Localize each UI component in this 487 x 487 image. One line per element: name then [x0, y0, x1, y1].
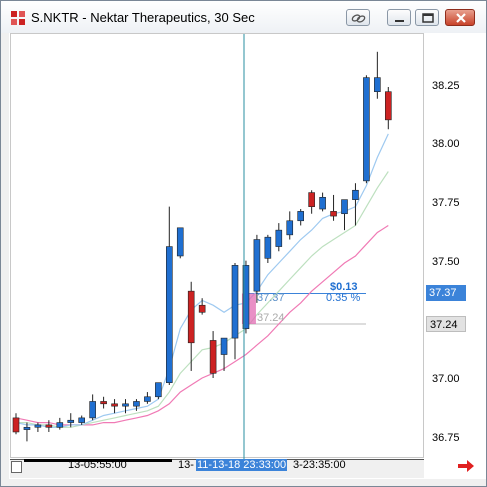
candle-body	[231, 265, 239, 339]
candle-body	[78, 417, 85, 423]
x-tick-label: 3-23:35:00	[293, 459, 346, 471]
link-icon	[351, 14, 366, 23]
candle-body	[56, 422, 64, 428]
candle-body	[12, 417, 20, 433]
x-tick-label: 13-	[178, 459, 194, 471]
candle-body	[253, 239, 261, 292]
y-tick-label: 37.50	[432, 256, 460, 268]
crosshair-time-label: 11-13-18 23:33:00	[196, 459, 288, 471]
app-icon	[11, 11, 25, 25]
scroll-right-arrow-icon[interactable]	[455, 458, 477, 474]
price-chart[interactable]	[10, 33, 425, 459]
minimize-button[interactable]	[387, 9, 411, 26]
candlestick-chart[interactable]	[11, 34, 425, 459]
candle-body	[242, 265, 250, 330]
candle-body	[384, 91, 392, 121]
candle-body	[155, 382, 162, 398]
x-tick-label: 13-05:55:00	[68, 459, 127, 471]
maximize-icon	[422, 13, 434, 23]
candle-body	[308, 192, 315, 207]
candle-body	[374, 77, 381, 92]
candle-body	[264, 236, 272, 259]
candle-body	[352, 189, 359, 200]
candle-body	[23, 426, 31, 430]
y-tick-label: 38.00	[432, 138, 460, 150]
y-tick-label: 36.75	[432, 432, 460, 444]
current-price-tag: 37.37	[426, 285, 466, 301]
reference-price-label: 37.24	[257, 312, 285, 324]
scroll-bar[interactable]	[24, 459, 172, 462]
candle-body	[341, 199, 348, 215]
candle-body	[198, 304, 206, 313]
close-icon	[456, 13, 466, 23]
candle-body	[275, 229, 283, 247]
candle-body	[122, 403, 129, 407]
moving-average-mid	[16, 171, 389, 428]
link-button[interactable]	[346, 9, 370, 26]
candle-body	[220, 337, 228, 355]
reference-price-tag: 37.24	[426, 316, 466, 332]
close-button[interactable]	[445, 9, 475, 26]
candle-body	[67, 419, 75, 423]
y-tick-label: 37.75	[432, 197, 460, 209]
candle-body	[297, 211, 305, 222]
candle-body	[45, 424, 53, 428]
candle-body	[176, 227, 184, 257]
candle-body	[111, 403, 118, 407]
y-tick-label: 37.00	[432, 373, 460, 385]
candle-body	[363, 77, 370, 182]
title-bar[interactable]: S.NKTR - Nektar Therapeutics, 30 Sec	[1, 1, 486, 33]
minimize-icon	[395, 20, 404, 22]
change-dollar-label: $0.13	[330, 281, 358, 293]
candle-body	[330, 211, 337, 217]
candle-body	[286, 220, 294, 236]
window-title: S.NKTR - Nektar Therapeutics, 30 Sec	[31, 10, 255, 25]
candle-body	[133, 401, 140, 407]
candle-body	[34, 424, 42, 428]
candle-body	[89, 401, 96, 419]
candle-body	[209, 340, 217, 374]
maximize-button[interactable]	[415, 9, 439, 26]
candle-body	[100, 401, 107, 405]
moving-average-slow	[15, 224, 389, 426]
candle-body	[319, 196, 326, 210]
candle-body	[187, 290, 195, 344]
scroll-toggle[interactable]	[11, 461, 22, 473]
y-tick-label: 38.25	[432, 80, 460, 92]
cursor-price-label: 37.37	[257, 292, 285, 304]
candle-body	[144, 396, 151, 402]
candle-body	[166, 246, 173, 383]
change-percent-label: 0.35 %	[326, 292, 361, 304]
